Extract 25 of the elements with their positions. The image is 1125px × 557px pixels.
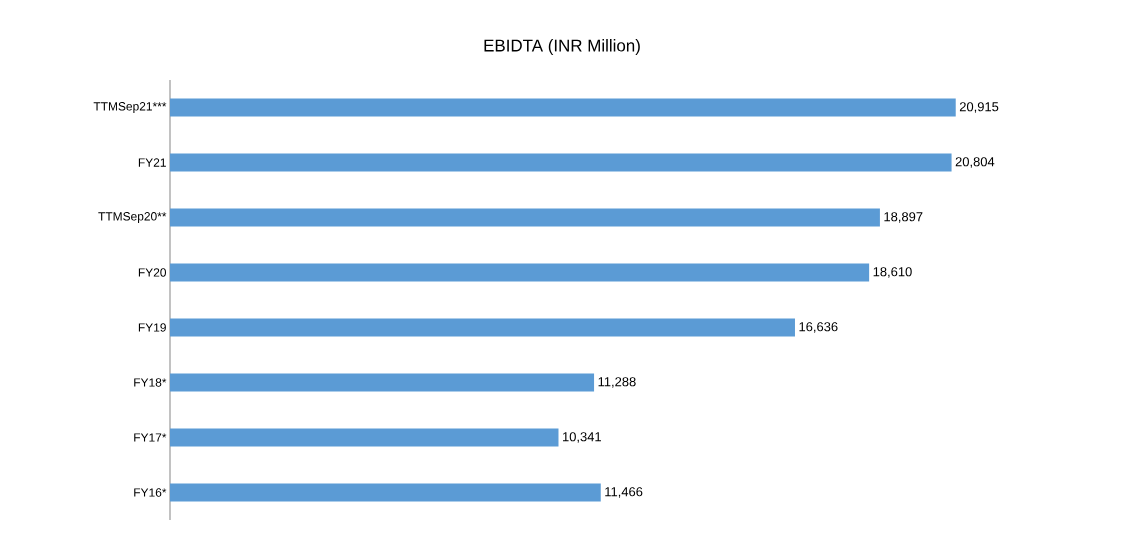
bar [170, 428, 559, 447]
data-label: 18,610 [873, 267, 912, 278]
data-label: 20,915 [959, 102, 999, 113]
y-tick-label: FY16* [134, 488, 167, 497]
y-tick-label: FY17* [134, 433, 167, 442]
data-label: 20,804 [955, 157, 995, 168]
y-tick-label: FY18* [134, 378, 167, 387]
data-label: 16,636 [799, 322, 838, 333]
y-tick-label: FY21 [138, 158, 166, 167]
data-label: 11,288 [598, 377, 636, 388]
data-label: 10,341 [562, 432, 601, 443]
bar [170, 208, 880, 227]
chart-title: EBIDTA (INR Million) [484, 39, 640, 55]
data-label: 11,466 [605, 487, 643, 498]
y-tick-label: TTMSep20** [98, 212, 167, 223]
bar [170, 98, 956, 117]
y-tick-label: FY20 [138, 268, 167, 277]
y-tick-label: TTMSep21*** [93, 102, 167, 113]
y-tick-label: FY19 [138, 323, 166, 332]
bar [170, 373, 595, 392]
bar [170, 483, 601, 502]
data-label: 18,897 [884, 212, 923, 223]
bar [170, 263, 870, 282]
bar [170, 318, 795, 337]
bar [170, 153, 952, 172]
